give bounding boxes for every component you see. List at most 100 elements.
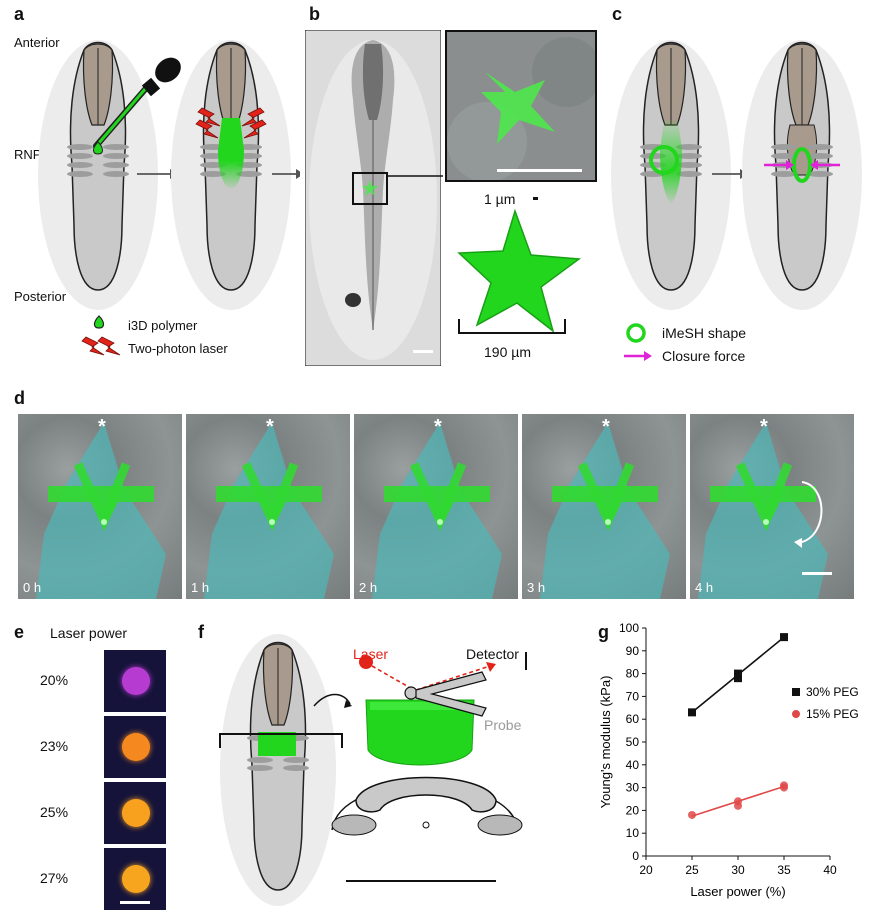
timelapse-frame-graphic xyxy=(698,422,832,599)
panel-a-label: a xyxy=(14,4,25,24)
rnp-label: RNP xyxy=(14,147,42,162)
laser-power-label: 23% xyxy=(40,738,69,754)
y-tick-label: 70 xyxy=(626,689,640,703)
scale-label-small: 1 µm xyxy=(484,191,516,207)
laser-power-label: 20% xyxy=(40,672,69,688)
detector-label: Detector xyxy=(466,646,519,662)
panel-g-label: g xyxy=(598,622,609,642)
y-tick-label: 90 xyxy=(626,644,640,658)
laser-power-label: 25% xyxy=(40,804,69,820)
data-point xyxy=(780,781,788,790)
probe-tip-icon xyxy=(404,686,418,700)
laser-power-grid: 20% 23% 25% 27% xyxy=(40,650,180,912)
panel-f-afm-diagram xyxy=(219,634,527,906)
embryo-diagram-1 xyxy=(38,40,181,310)
probe-label: Probe xyxy=(484,717,522,733)
time-label: 0 h xyxy=(23,580,42,595)
legend-imesh-label: iMeSH shape xyxy=(662,325,747,341)
scale-bar-f xyxy=(346,880,496,882)
y-tick-label: 80 xyxy=(626,667,640,681)
laser-label: Laser xyxy=(353,646,389,662)
anterior-label: Anterior xyxy=(14,35,60,50)
legend-laser-label: Two-photon laser xyxy=(128,341,228,356)
timelapse-frame-graphic xyxy=(540,422,670,599)
x-tick-label: 20 xyxy=(639,863,653,877)
zoom-connector-line xyxy=(387,175,443,177)
time-label: 3 h xyxy=(527,580,546,595)
star-3d-render xyxy=(457,208,582,334)
timelapse-frame: * 4 h xyxy=(690,414,854,599)
panel-d-label: d xyxy=(14,388,25,408)
x-tick-label: 25 xyxy=(685,863,699,877)
data-point xyxy=(734,674,742,683)
legend-polymer-label: i3D polymer xyxy=(128,318,198,333)
panel-f-label: f xyxy=(198,622,204,642)
timelapse-frame: * 1 h xyxy=(186,414,350,599)
panel-e-label: e xyxy=(14,622,25,642)
embryo-diagram-3 xyxy=(611,40,731,310)
y-tick-label: 40 xyxy=(626,758,640,772)
x-tick-label: 30 xyxy=(731,863,745,877)
asterisk-marker: * xyxy=(98,416,106,438)
embryo-diagram-2 xyxy=(171,40,291,310)
data-point xyxy=(734,669,742,678)
laser-source-icon xyxy=(359,655,373,669)
timelapse-frame-graphic xyxy=(204,422,334,599)
time-label: 2 h xyxy=(359,580,378,595)
timelapse-frame: * 0 h xyxy=(18,414,182,599)
timelapse-frame: * 3 h xyxy=(522,414,686,599)
scale-bar-e xyxy=(120,901,150,904)
y-tick-label: 0 xyxy=(632,849,639,863)
timelapse-strip: * 0 h * 1 h * 2 h * 3 h * 4 h xyxy=(18,414,854,599)
asterisk-marker: * xyxy=(760,416,768,438)
x-tick-label: 35 xyxy=(777,863,791,877)
legend-marker xyxy=(792,688,800,696)
scale-bar-b xyxy=(413,350,433,353)
imesh-ring-icon xyxy=(626,323,646,343)
scale-label-large: 190 µm xyxy=(484,344,531,360)
timelapse-frame: * 2 h xyxy=(354,414,518,599)
posterior-label: Posterior xyxy=(14,289,67,304)
timelapse-frame-graphic xyxy=(36,422,166,599)
probe-cantilever-icon xyxy=(415,671,487,717)
chart-axes xyxy=(645,628,830,857)
fluorescence-tile xyxy=(104,650,166,712)
legend-label: 15% PEG xyxy=(806,707,859,721)
panel-c-label: c xyxy=(612,4,623,24)
scale-small-mark xyxy=(533,197,538,200)
legend-label: 30% PEG xyxy=(806,685,859,699)
y-tick-label: 10 xyxy=(626,826,640,840)
panel-b-label: b xyxy=(309,4,320,24)
asterisk-marker: * xyxy=(266,416,274,438)
fluorescence-tile xyxy=(104,716,166,778)
x-tick-label: 40 xyxy=(823,863,837,877)
polymer-drop-icon xyxy=(93,315,105,329)
y-tick-label: 30 xyxy=(626,781,640,795)
laser-power-title: Laser power xyxy=(50,625,128,641)
fluorescent-bead xyxy=(122,799,150,827)
star-zoom-image xyxy=(445,30,597,182)
time-label: 1 h xyxy=(191,580,210,595)
fluorescence-tile xyxy=(104,782,166,844)
closure-force-arrow-icon xyxy=(624,351,652,361)
x-axis-label: Laser power (%) xyxy=(690,884,785,899)
y-tick-label: 20 xyxy=(626,803,640,817)
data-point xyxy=(780,633,788,642)
panel-c-embryo-diagrams xyxy=(611,40,862,361)
fluorescent-bead xyxy=(122,667,150,695)
data-point xyxy=(688,708,696,717)
y-axis-label: Young's modulus (kPa) xyxy=(598,676,613,809)
laser-power-label: 27% xyxy=(40,870,69,886)
data-point xyxy=(688,810,696,819)
fluorescent-bead xyxy=(122,865,150,893)
data-point xyxy=(734,797,742,806)
youngs-modulus-chart: 0 10 20 30 40 50 60 70 80 90 100 20 25 30 35 40 Laser po… xyxy=(598,621,859,899)
asterisk-marker: * xyxy=(602,416,610,438)
laser-bolt-icon xyxy=(81,336,121,356)
asterisk-marker: * xyxy=(434,416,442,438)
embryo-diagram-4 xyxy=(742,40,862,310)
y-tick-label: 50 xyxy=(626,735,640,749)
zoom-box xyxy=(352,172,388,205)
timelapse-frame-graphic xyxy=(372,422,502,599)
legend-force-label: Closure force xyxy=(662,348,746,364)
